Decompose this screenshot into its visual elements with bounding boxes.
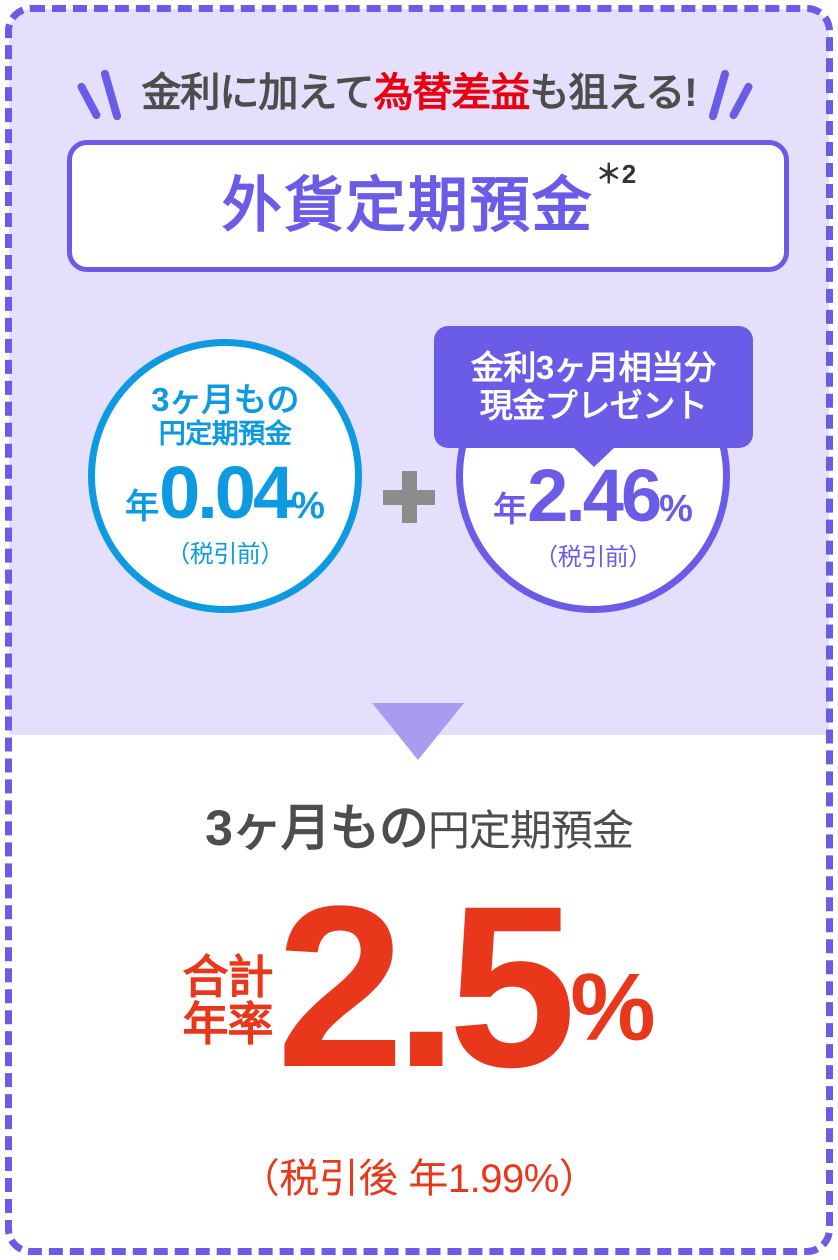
headline-text-highlight: 為替差益 bbox=[373, 71, 530, 115]
total-rate-label-line2: 年率 bbox=[182, 997, 273, 1050]
total-heading: 3ヶ月もの円定期預金 bbox=[9, 803, 829, 853]
total-rate-value: 2.5 bbox=[276, 858, 576, 1115]
yen-deposit-rate-circle: 3ヶ月もの 円定期預金 年 0.04 % （税引前） bbox=[88, 339, 362, 613]
total-after-tax-note: （税引後 年1.99%） bbox=[239, 1157, 599, 1201]
left-slash-decoration-icon bbox=[76, 63, 131, 123]
cash-gift-badge: 金利3ヶ月相当分 現金プレゼント bbox=[434, 326, 753, 467]
cash-gift-tax-note: （税引前） bbox=[534, 544, 652, 571]
top-panel: 金利に加えて為替差益も狙える! 外貨定期預金＊2 3ヶ月もの 円定期預金 年 0… bbox=[9, 9, 829, 735]
yen-deposit-tax-note: （税引前） bbox=[166, 540, 284, 568]
headline-text-before: 金利に加えて bbox=[141, 71, 374, 115]
bottom-panel: 3ヶ月もの円定期預金 合計 年率 2.5 % （税引後 年1.99%） bbox=[9, 735, 829, 1251]
cash-gift-badge-line1: 金利3ヶ月相当分 bbox=[470, 348, 717, 386]
cash-gift-rate-unit: % bbox=[659, 488, 693, 530]
yen-deposit-term-label: 3ヶ月もの bbox=[151, 381, 299, 419]
total-heading-term: 3ヶ月もの bbox=[205, 800, 429, 856]
right-slash-decoration-icon bbox=[707, 63, 757, 123]
yen-deposit-rate-line: 年 0.04 % bbox=[125, 450, 325, 534]
yen-deposit-rate-prefix: 年 bbox=[125, 487, 160, 526]
product-footnote-marker: ＊2 bbox=[595, 159, 637, 189]
total-rate-label: 合計 年率 bbox=[182, 950, 273, 1050]
headline-row: 金利に加えて為替差益も狙える! bbox=[9, 61, 829, 125]
rate-comparison-row: 3ヶ月もの 円定期預金 年 0.04 % （税引前） 年 2.46 % （税引前… bbox=[9, 321, 829, 681]
plus-icon bbox=[383, 471, 435, 523]
yen-deposit-type-label: 円定期預金 bbox=[158, 418, 292, 449]
badge-tail-icon bbox=[572, 447, 615, 467]
yen-deposit-rate-unit: % bbox=[291, 484, 325, 527]
product-title: 外貨定期預金＊2 bbox=[222, 161, 636, 236]
cash-gift-rate-value: 2.46 bbox=[527, 454, 662, 537]
total-heading-type: 円定期預金 bbox=[427, 807, 634, 854]
product-name-box: 外貨定期預金＊2 bbox=[67, 140, 789, 272]
headline-text-after: も狙える! bbox=[529, 71, 697, 115]
total-rate-label-line1: 合計 bbox=[182, 950, 273, 1003]
down-arrow-icon bbox=[372, 703, 464, 760]
headline-text: 金利に加えて為替差益も狙える! bbox=[141, 71, 697, 115]
cash-gift-rate-prefix: 年 bbox=[493, 491, 528, 529]
cash-gift-badge-line2: 現金プレゼント bbox=[479, 387, 708, 424]
total-rate-row: 合計 年率 2.5 % bbox=[9, 858, 829, 1115]
cash-gift-rate-line: 年 2.46 % bbox=[493, 459, 693, 533]
total-rate-unit: % bbox=[570, 953, 656, 1061]
yen-deposit-rate-value: 0.04 bbox=[159, 450, 294, 534]
product-title-text: 外貨定期預金 bbox=[221, 172, 594, 239]
